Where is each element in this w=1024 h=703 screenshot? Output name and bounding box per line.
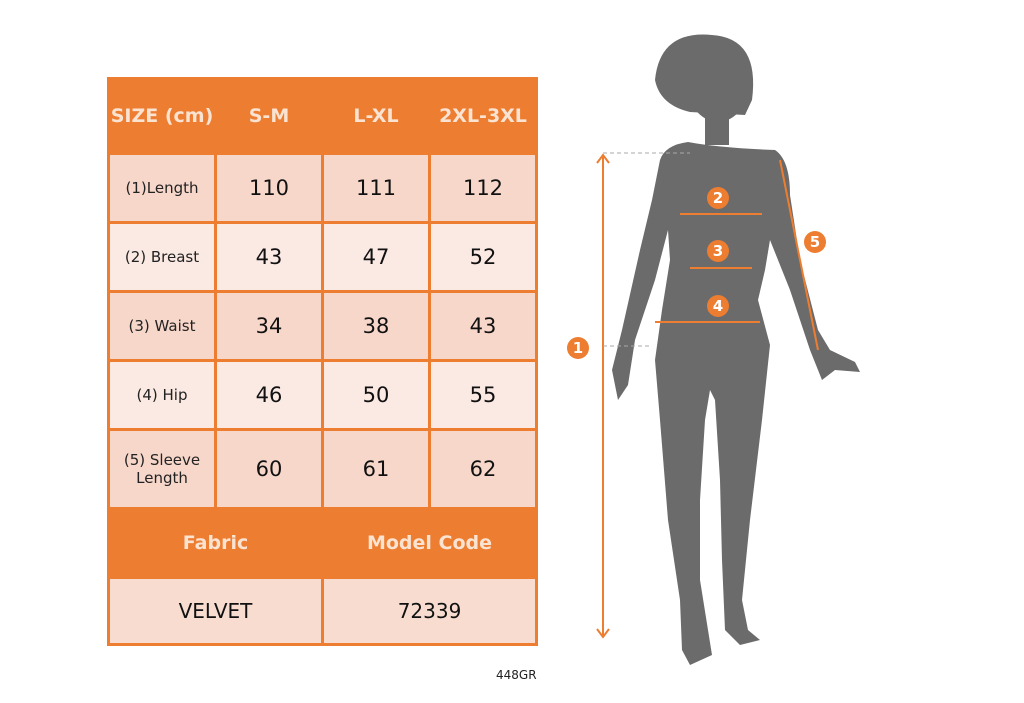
cell: 50 bbox=[321, 359, 431, 431]
table-header-row: SIZE (cm) S-M L-XL 2XL-3XL bbox=[107, 77, 538, 155]
header-s-m: S-M bbox=[214, 77, 324, 155]
marker-2: 2 bbox=[713, 189, 723, 207]
row-label: (2) Breast bbox=[107, 221, 217, 293]
header-2xl-3xl: 2XL-3XL bbox=[428, 77, 538, 155]
table-row: (1)Length 110 111 112 bbox=[107, 152, 538, 224]
fabric-header-row: Fabric Model Code bbox=[107, 507, 538, 579]
table-row: (2) Breast 43 47 52 bbox=[107, 221, 538, 293]
marker-1: 1 bbox=[573, 339, 583, 357]
row-label: (5) Sleeve Length bbox=[107, 428, 217, 510]
cell: 38 bbox=[321, 290, 431, 362]
fabric-value-row: VELVET 72339 bbox=[107, 576, 538, 646]
cell: 61 bbox=[321, 428, 431, 510]
guide-lines bbox=[603, 152, 690, 347]
measurement-lines bbox=[596, 153, 819, 639]
marker-circles bbox=[567, 187, 826, 359]
cell: 34 bbox=[214, 290, 324, 362]
table-row: (4) Hip 46 50 55 bbox=[107, 359, 538, 431]
cell: 110 bbox=[214, 152, 324, 224]
header-size: SIZE (cm) bbox=[107, 77, 217, 155]
marker-4: 4 bbox=[713, 297, 723, 315]
cell: 62 bbox=[428, 428, 538, 510]
marker-3: 3 bbox=[713, 242, 723, 260]
model-code-label: Model Code bbox=[321, 507, 538, 579]
silhouette bbox=[612, 34, 860, 665]
cell: 43 bbox=[214, 221, 324, 293]
cell: 47 bbox=[321, 221, 431, 293]
header-l-xl: L-XL bbox=[321, 77, 431, 155]
fabric-value: VELVET bbox=[107, 576, 324, 646]
cell: 46 bbox=[214, 359, 324, 431]
row-label: (1)Length bbox=[107, 152, 217, 224]
table-row: (3) Waist 34 38 43 bbox=[107, 290, 538, 362]
cell: 43 bbox=[428, 290, 538, 362]
row-label: (4) Hip bbox=[107, 359, 217, 431]
fabric-label: Fabric bbox=[107, 507, 324, 579]
size-table: SIZE (cm) S-M L-XL 2XL-3XL (1)Length 110… bbox=[107, 77, 538, 646]
product-code: 448GR bbox=[496, 668, 537, 682]
cell: 52 bbox=[428, 221, 538, 293]
row-label: (3) Waist bbox=[107, 290, 217, 362]
marker-5: 5 bbox=[810, 233, 820, 251]
cell: 112 bbox=[428, 152, 538, 224]
table-row: (5) Sleeve Length 60 61 62 bbox=[107, 428, 538, 510]
cell: 55 bbox=[428, 359, 538, 431]
cell: 60 bbox=[214, 428, 324, 510]
model-code-value: 72339 bbox=[321, 576, 538, 646]
cell: 111 bbox=[321, 152, 431, 224]
